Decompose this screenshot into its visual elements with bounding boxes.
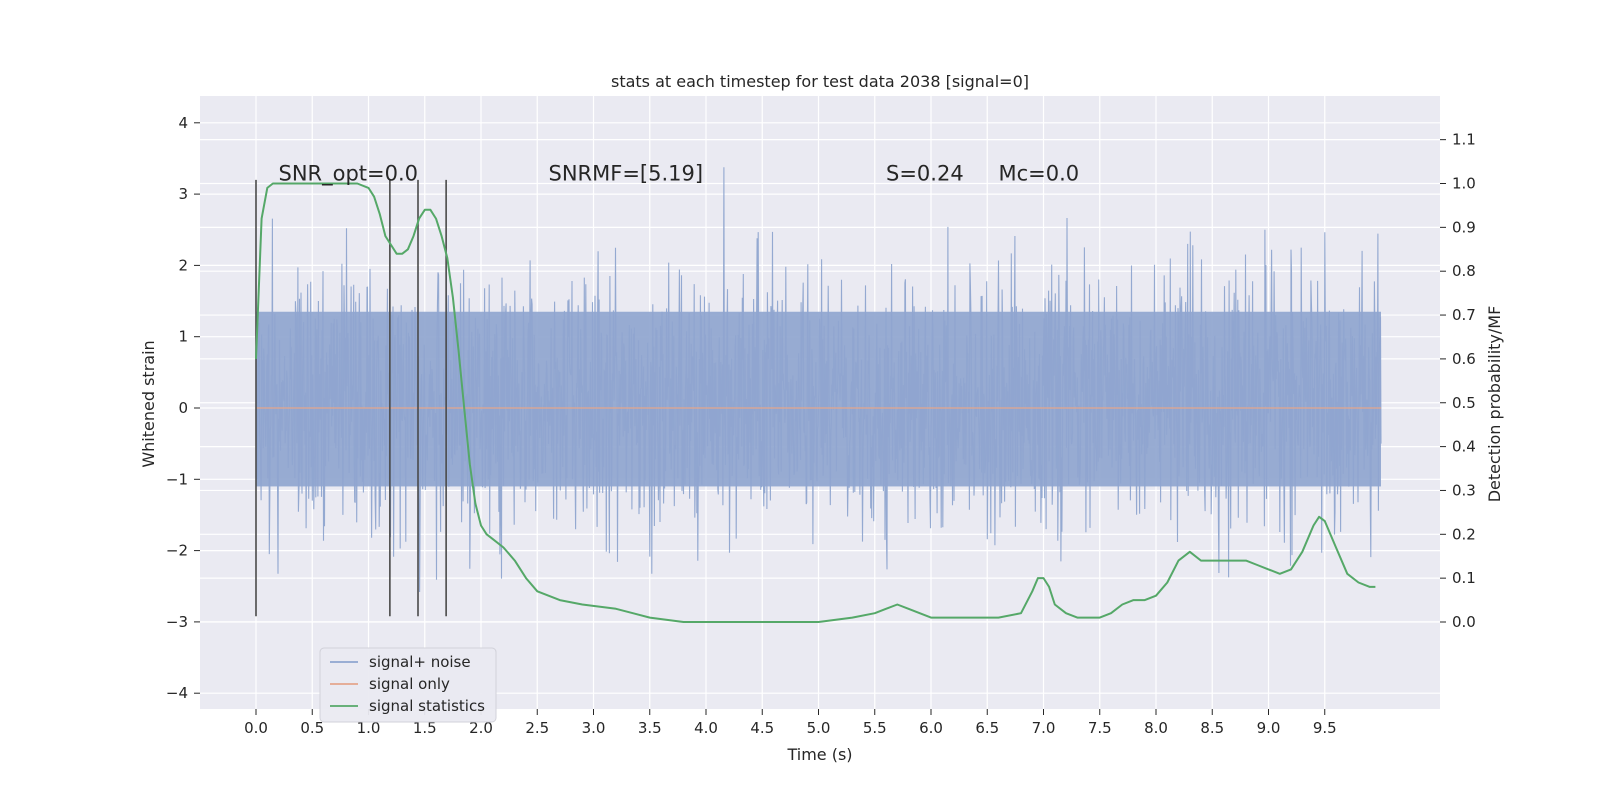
x-tick-label: 5.5	[863, 719, 887, 737]
x-tick-label: 2.5	[525, 719, 549, 737]
x-tick-label: 0.0	[244, 719, 268, 737]
x-tick-label: 2.0	[469, 719, 493, 737]
y-tick-label-left: −4	[166, 684, 188, 702]
legend-box	[319, 647, 497, 723]
x-tick-label: 1.0	[357, 719, 381, 737]
legend-label-signal-statistics: signal statistics	[369, 697, 485, 715]
annotation-1: SNRMF=[5.19]	[549, 162, 704, 186]
y-tick-label-left: −3	[166, 613, 188, 631]
y-tick-label-right: 0.1	[1452, 569, 1476, 587]
annotation-0: SNR_opt=0.0	[279, 162, 419, 187]
x-tick-label: 7.0	[1032, 719, 1056, 737]
annotation-3: Mc=0.0	[999, 162, 1080, 186]
x-tick-label: 4.0	[694, 719, 718, 737]
vertical-markers	[255, 179, 447, 617]
x-tick-label: 7.5	[1088, 719, 1112, 737]
x-axis-label: Time (s)	[786, 745, 852, 764]
y-tick-label-right: 0.7	[1452, 306, 1476, 324]
signal-statistics-line	[255, 182, 1376, 623]
y-tick-label-right: 0.8	[1452, 262, 1476, 280]
y-tick-label-left: 1	[178, 328, 188, 346]
annotations: SNR_opt=0.0 SNRMF=[5.19] S=0.24 Mc=0.0	[279, 162, 1080, 187]
x-tick-label: 1.5	[413, 719, 437, 737]
y-tick-label-right: 0.3	[1452, 481, 1476, 499]
y-tick-label-right: 0.9	[1452, 218, 1476, 236]
y-axis-label-left: Whitened strain	[139, 340, 158, 467]
y-tick-label-left: 3	[178, 185, 188, 203]
x-tick-label: 3.5	[638, 719, 662, 737]
x-tick-label: 8.0	[1144, 719, 1168, 737]
legend: signal+ noise signal only signal statist…	[319, 647, 497, 723]
x-tick-label: 9.0	[1257, 719, 1281, 737]
signal-noise-core	[256, 311, 1381, 487]
y-tick-label-right: 0.6	[1452, 350, 1476, 368]
y-axis-label-right: Detection probability/MF	[1485, 306, 1504, 503]
x-tick-label: 3.0	[582, 719, 606, 737]
series-signal-noise	[255, 167, 1382, 593]
y-tick-label-left: 2	[178, 256, 188, 274]
x-tick-label: 5.0	[807, 719, 831, 737]
y-tick-label-right: 1.1	[1452, 131, 1476, 149]
y-tick-label-right: 1.0	[1452, 175, 1476, 193]
x-tick-label: 6.0	[919, 719, 943, 737]
chart-title: stats at each timestep for test data 203…	[611, 72, 1029, 91]
y-tick-label-left: −1	[166, 470, 188, 488]
annotation-2: S=0.24	[886, 162, 964, 186]
y-tick-label-left: 4	[178, 114, 188, 132]
legend-label-signal-noise: signal+ noise	[369, 653, 471, 671]
y-tick-label-right: 0.0	[1452, 613, 1476, 631]
x-tick-label: 9.5	[1313, 719, 1337, 737]
legend-label-signal-only: signal only	[369, 675, 450, 693]
y-tick-label-left: −2	[166, 542, 188, 560]
x-tick-label: 8.5	[1200, 719, 1224, 737]
series-signal-statistics	[255, 182, 1376, 623]
y-tick-label-right: 0.2	[1452, 525, 1476, 543]
y-tick-label-left: 0	[178, 399, 188, 417]
x-tick-label: 0.5	[300, 719, 324, 737]
y-tick-label-right: 0.5	[1452, 394, 1476, 412]
axes: 0.0 0.5 1.0 1.5 2.0 2.5 3.0 3.5 4.0 4.5 5.0 5.5 6.0 6…	[166, 114, 1476, 737]
x-tick-label: 6.5	[975, 719, 999, 737]
y-tick-label-right: 0.4	[1452, 438, 1476, 456]
x-tick-label: 4.5	[750, 719, 774, 737]
